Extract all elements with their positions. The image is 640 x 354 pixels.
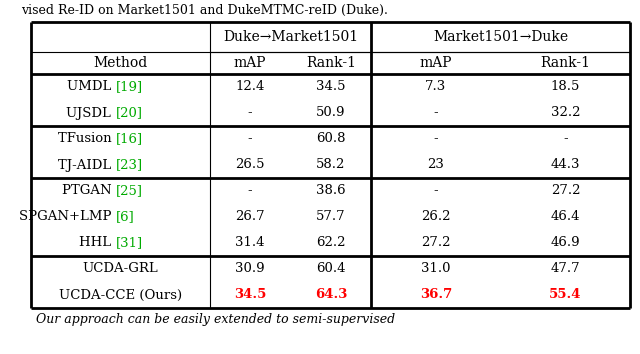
Text: [20]: [20] bbox=[115, 107, 143, 120]
Text: 31.4: 31.4 bbox=[236, 236, 265, 250]
Text: -: - bbox=[434, 132, 438, 145]
Text: Rank-1: Rank-1 bbox=[306, 56, 356, 70]
Text: 23: 23 bbox=[428, 159, 444, 171]
Text: 38.6: 38.6 bbox=[316, 184, 346, 198]
Text: 18.5: 18.5 bbox=[551, 80, 580, 93]
Text: vised Re-ID on Market1501 and DukeMTMC-reID (Duke).: vised Re-ID on Market1501 and DukeMTMC-r… bbox=[21, 4, 388, 17]
Text: UCDA-GRL: UCDA-GRL bbox=[83, 263, 158, 275]
Text: -: - bbox=[248, 132, 252, 145]
Text: 26.5: 26.5 bbox=[236, 159, 265, 171]
Text: 58.2: 58.2 bbox=[316, 159, 346, 171]
Text: 47.7: 47.7 bbox=[551, 263, 580, 275]
Text: 27.2: 27.2 bbox=[551, 184, 580, 198]
Text: 27.2: 27.2 bbox=[421, 236, 451, 250]
Text: [25]: [25] bbox=[115, 184, 143, 198]
Text: 32.2: 32.2 bbox=[551, 107, 580, 120]
Text: -: - bbox=[248, 184, 252, 198]
Text: mAP: mAP bbox=[234, 56, 266, 70]
Text: 34.5: 34.5 bbox=[316, 80, 346, 93]
Text: 26.2: 26.2 bbox=[421, 211, 451, 223]
Text: [23]: [23] bbox=[115, 159, 143, 171]
Text: [6]: [6] bbox=[115, 211, 134, 223]
Text: 46.4: 46.4 bbox=[551, 211, 580, 223]
Text: TFusion: TFusion bbox=[58, 132, 115, 145]
Text: -: - bbox=[563, 132, 568, 145]
Text: Market1501→Duke: Market1501→Duke bbox=[433, 30, 568, 44]
Text: -: - bbox=[434, 184, 438, 198]
Text: 60.8: 60.8 bbox=[316, 132, 346, 145]
Text: 30.9: 30.9 bbox=[236, 263, 265, 275]
Text: 36.7: 36.7 bbox=[420, 289, 452, 302]
Text: Duke→Market1501: Duke→Market1501 bbox=[223, 30, 358, 44]
Text: HHL: HHL bbox=[79, 236, 115, 250]
Text: UCDA-CCE (Ours): UCDA-CCE (Ours) bbox=[59, 289, 182, 302]
Text: 34.5: 34.5 bbox=[234, 289, 266, 302]
Text: Method: Method bbox=[93, 56, 147, 70]
Text: 50.9: 50.9 bbox=[316, 107, 346, 120]
Text: 64.3: 64.3 bbox=[315, 289, 347, 302]
Text: 31.0: 31.0 bbox=[421, 263, 451, 275]
Text: SPGAN+LMP: SPGAN+LMP bbox=[19, 211, 115, 223]
Text: [16]: [16] bbox=[115, 132, 143, 145]
Text: 26.7: 26.7 bbox=[236, 211, 265, 223]
Text: 12.4: 12.4 bbox=[236, 80, 265, 93]
Text: 46.9: 46.9 bbox=[551, 236, 580, 250]
Text: [31]: [31] bbox=[115, 236, 143, 250]
Text: -: - bbox=[248, 107, 252, 120]
Text: PTGAN: PTGAN bbox=[61, 184, 115, 198]
Text: Our approach can be easily extended to semi-supervised: Our approach can be easily extended to s… bbox=[36, 314, 395, 326]
Text: 62.2: 62.2 bbox=[316, 236, 346, 250]
Text: TJ-AIDL: TJ-AIDL bbox=[58, 159, 115, 171]
Text: UJSDL: UJSDL bbox=[67, 107, 115, 120]
Text: -: - bbox=[434, 107, 438, 120]
Text: Rank-1: Rank-1 bbox=[541, 56, 591, 70]
Text: mAP: mAP bbox=[420, 56, 452, 70]
Text: UMDL: UMDL bbox=[67, 80, 115, 93]
Text: 60.4: 60.4 bbox=[316, 263, 346, 275]
Text: 7.3: 7.3 bbox=[426, 80, 447, 93]
Text: [19]: [19] bbox=[115, 80, 143, 93]
Text: 55.4: 55.4 bbox=[549, 289, 582, 302]
Text: 44.3: 44.3 bbox=[551, 159, 580, 171]
Text: 57.7: 57.7 bbox=[316, 211, 346, 223]
